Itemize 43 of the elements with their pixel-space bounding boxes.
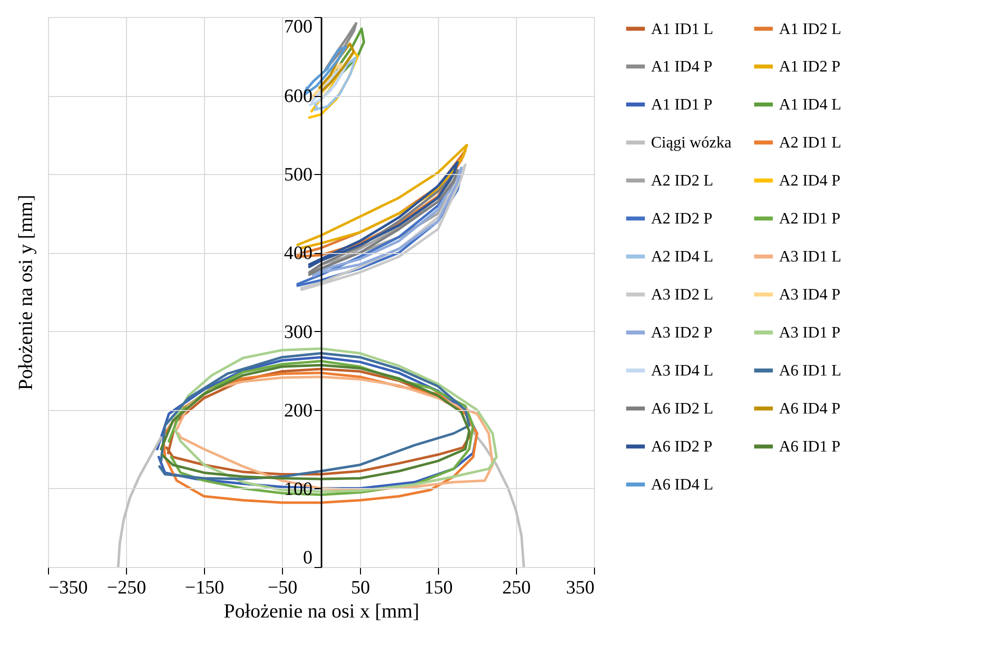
legend-label: A6 ID1 L — [779, 362, 842, 380]
legend-label: A1 ID2 L — [779, 20, 842, 38]
y-tick-label: 700 — [284, 16, 312, 38]
legend-label: A6 ID2 P — [651, 438, 712, 456]
y-tick-label: 100 — [284, 478, 312, 500]
legend-label: A3 ID1 L — [779, 248, 842, 266]
legend-label: A3 ID4 P — [779, 286, 840, 304]
legend-label: A1 ID4 L — [779, 96, 842, 114]
y-tick-label: 600 — [284, 86, 312, 108]
legend-label: A2 ID4 P — [779, 172, 840, 190]
legend-label: A6 ID4 P — [779, 400, 840, 418]
x-tick-label: 150 — [424, 578, 453, 598]
x-tick-label: −250 — [106, 578, 146, 598]
x-tick-label: −50 — [268, 578, 298, 598]
x-axis-title: Położenie na osi x [mm] — [224, 600, 420, 622]
legend-label: A2 ID2 L — [651, 172, 714, 190]
x-tick-label: 250 — [502, 578, 531, 598]
y-tick-label: 500 — [284, 164, 312, 186]
legend-label: Ciągi wózka — [651, 134, 732, 152]
legend-label: A2 ID1 L — [779, 134, 842, 152]
legend-label: A2 ID4 L — [651, 248, 714, 266]
legend-label: A3 ID4 L — [651, 362, 714, 380]
y-tick-label: 300 — [284, 322, 312, 343]
legend-label: A6 ID4 L — [651, 476, 714, 494]
x-tick-label: −350 — [48, 578, 88, 598]
legend-label: A1 ID1 P — [651, 96, 712, 114]
legend-label: A2 ID2 P — [651, 210, 712, 228]
x-tick-label: 350 — [566, 578, 594, 598]
legend-label: A6 ID2 L — [651, 400, 714, 418]
y-axis-title: Położenie na osi y [mm] — [15, 194, 37, 390]
legend-label: A3 ID2 P — [651, 324, 712, 342]
legend-label: A6 ID1 P — [779, 438, 840, 456]
y-tick-label: 200 — [284, 400, 312, 422]
x-tick-label: −150 — [184, 578, 224, 598]
legend-label: A2 ID1 P — [779, 210, 840, 228]
legend-label: A3 ID1 P — [779, 324, 840, 342]
y-tick-label: 400 — [284, 243, 312, 264]
legend-label: A1 ID4 P — [651, 58, 712, 76]
legend-label: A1 ID1 L — [651, 20, 714, 38]
y-tick-label: 0 — [303, 548, 312, 568]
x-tick-label: 50 — [351, 578, 370, 598]
legend-label: A3 ID2 L — [651, 286, 714, 304]
legend-label: A1 ID2 P — [779, 58, 840, 76]
